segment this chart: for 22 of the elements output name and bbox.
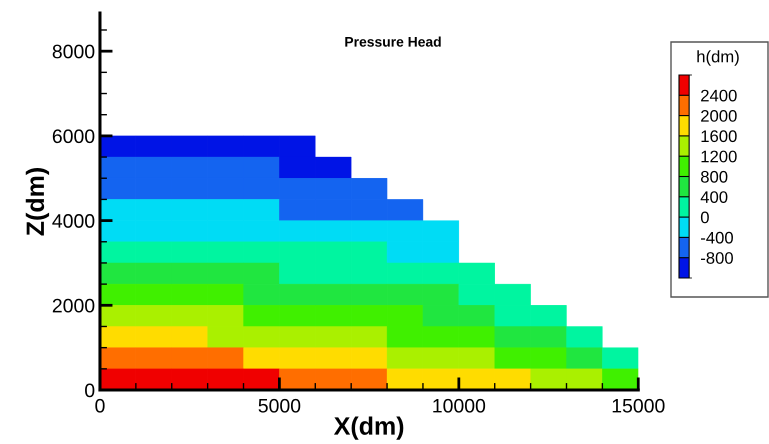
y-tick-label: 2000 [52, 298, 94, 313]
color-bar-label: 1600 [702, 130, 737, 142]
color-bar-title: h(dm) [697, 50, 739, 66]
color-bar-label: 2000 [701, 110, 737, 122]
color-bar-label: 400 [700, 191, 728, 204]
y-tick-label: 4000 [52, 214, 94, 228]
x-tick-label: 15000 [612, 398, 665, 413]
color-bar-label: -400 [701, 232, 733, 244]
color-bar-label: 2400 [701, 90, 737, 102]
color-bar-label: -800 [701, 252, 733, 264]
color-bar-label: 800 [700, 170, 728, 183]
y-tick-label: 0 [85, 383, 94, 398]
y-tick-label: 6000 [52, 129, 94, 144]
x-tick-label: 0 [95, 398, 105, 413]
color-bar-label: 0 [700, 212, 709, 224]
y-axis-title: Z(dm) [26, 168, 50, 236]
x-tick-label: 10000 [433, 398, 486, 413]
color-bar-label: 1200 [702, 150, 737, 162]
x-axis-title: X(dm) [334, 416, 404, 440]
x-tick-label: 5000 [258, 398, 300, 413]
y-tick-label: 8000 [52, 44, 94, 58]
text: Pressure Head [345, 36, 441, 47]
